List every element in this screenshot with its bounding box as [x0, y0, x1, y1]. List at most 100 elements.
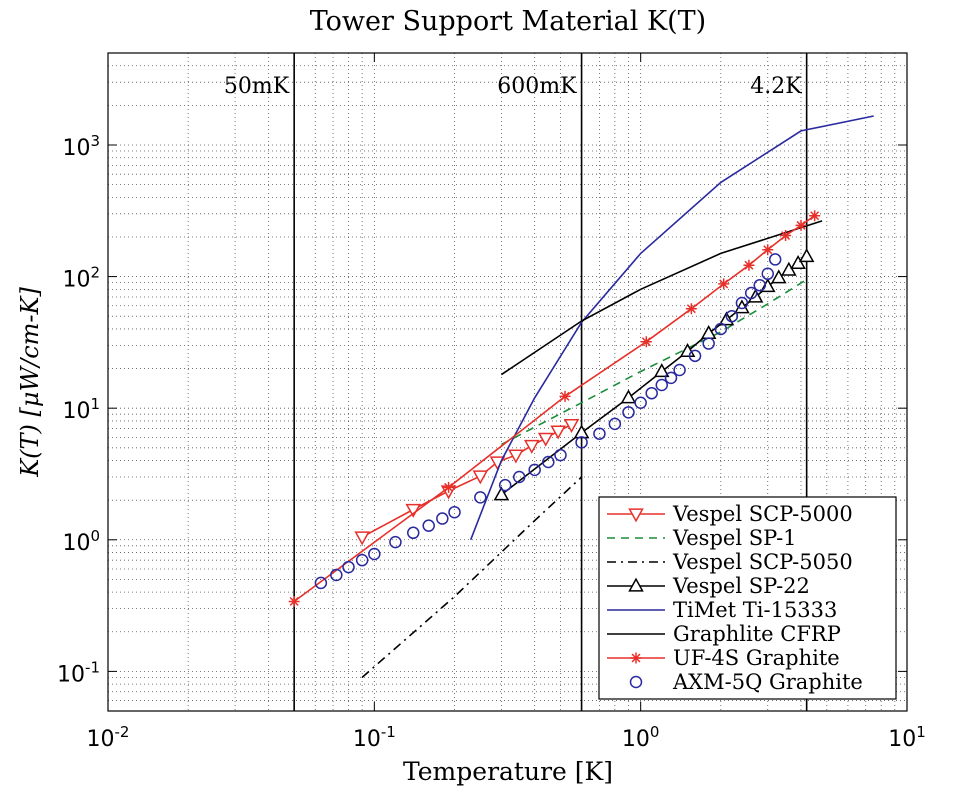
x-tick-label: 10-1 [353, 723, 396, 752]
data-point [688, 349, 702, 363]
data-point [653, 363, 670, 378]
legend-label: Vespel SP-22 [672, 574, 810, 598]
x-tick-label: 10-2 [87, 723, 130, 752]
x-tick-label: 100 [622, 723, 660, 752]
y-tick-label: 102 [62, 264, 100, 293]
data-point [355, 553, 369, 567]
data-point [474, 491, 487, 504]
data-point [768, 253, 782, 266]
data-point [753, 278, 767, 292]
reference-line-label: 50mK [224, 74, 290, 99]
legend-marker [628, 508, 644, 523]
reference-line-label: 600mK [497, 74, 577, 99]
data-point [798, 248, 815, 263]
data-point [620, 389, 637, 404]
series-layer [288, 115, 874, 679]
data-point [702, 337, 715, 350]
data-point [443, 481, 455, 493]
y-tick-label: 101 [62, 395, 100, 424]
data-point [537, 432, 554, 447]
data-point [770, 269, 787, 284]
data-point [664, 371, 678, 385]
y-tick-label: 10-1 [57, 658, 100, 687]
series-graphlite-cfrp [500, 220, 823, 376]
data-point [575, 436, 588, 449]
y-tick-label: 103 [62, 132, 100, 161]
y-tick-label: 100 [62, 527, 100, 556]
data-point [761, 267, 774, 281]
data-point [673, 363, 686, 377]
series-line [500, 220, 823, 376]
reference-line-label: 4.2K [750, 74, 802, 99]
data-point [407, 526, 420, 540]
data-point [563, 419, 580, 433]
data-point [780, 230, 792, 242]
series-line [501, 278, 808, 446]
data-point [762, 244, 774, 256]
legend-label: Vespel SP-1 [672, 526, 797, 550]
data-point [718, 278, 730, 290]
chart-title: Tower Support Material K(T) [310, 6, 706, 37]
data-point [472, 470, 489, 485]
data-point [735, 296, 749, 310]
axis-ticks: 10-2 10-1 100 101 10-1 100 101 102 103 [57, 53, 926, 752]
legend-marker [628, 577, 644, 592]
data-point [368, 547, 381, 561]
y-axis-label: K(T) [μW/cm-K] [16, 287, 44, 478]
x-tick-label: 101 [888, 723, 926, 752]
data-point [508, 449, 524, 464]
legend-label: Graphlite CFRP [673, 622, 841, 646]
data-point [573, 424, 590, 439]
legend-label: UF-4S Graphite [673, 646, 840, 670]
data-point [640, 336, 652, 348]
data-point [685, 303, 697, 315]
data-point [559, 390, 571, 402]
series-uf-4s-graphite [288, 210, 821, 607]
data-point [493, 486, 510, 501]
data-point [498, 478, 512, 492]
data-point [790, 255, 806, 270]
data-point [714, 322, 728, 336]
legend-label: Vespel SCP-5050 [672, 550, 853, 574]
data-point [554, 448, 567, 462]
legend-label: TiMet Ti-15333 [673, 598, 837, 622]
series-vespel-sp-1 [501, 278, 808, 446]
data-point [422, 519, 435, 532]
data-point [389, 535, 402, 549]
data-point [354, 531, 370, 546]
data-point [512, 470, 526, 484]
legend-marker [629, 675, 643, 689]
data-point [622, 406, 635, 419]
legend-box [598, 496, 897, 700]
data-point [542, 455, 555, 469]
data-point [781, 261, 797, 276]
data-point [448, 505, 461, 519]
data-point [342, 560, 355, 574]
data-point [608, 417, 622, 431]
legend-marker [630, 652, 642, 664]
data-point [725, 309, 739, 323]
series-line [469, 115, 874, 541]
data-point [314, 576, 328, 590]
data-point [550, 425, 566, 440]
data-point [436, 512, 449, 525]
data-point [809, 210, 821, 222]
series-axm-5q-graphite [314, 253, 782, 590]
data-point [795, 219, 807, 231]
data-point [655, 378, 669, 392]
data-point [593, 427, 606, 440]
reference-lines: 50mK 600mK 4.2K [224, 53, 808, 711]
series-timet-ti-15333 [469, 115, 874, 541]
plot-frame [107, 52, 908, 712]
x-axis-label: Temperature [K] [403, 757, 613, 786]
legend-label: AXM-5Q Graphite [672, 670, 863, 694]
data-point [288, 595, 300, 607]
data-point [330, 568, 343, 582]
data-point [523, 439, 540, 454]
data-point [528, 463, 541, 477]
data-point [645, 386, 658, 400]
data-point [634, 396, 647, 409]
legend-label: Vespel SCP-5000 [672, 502, 853, 526]
